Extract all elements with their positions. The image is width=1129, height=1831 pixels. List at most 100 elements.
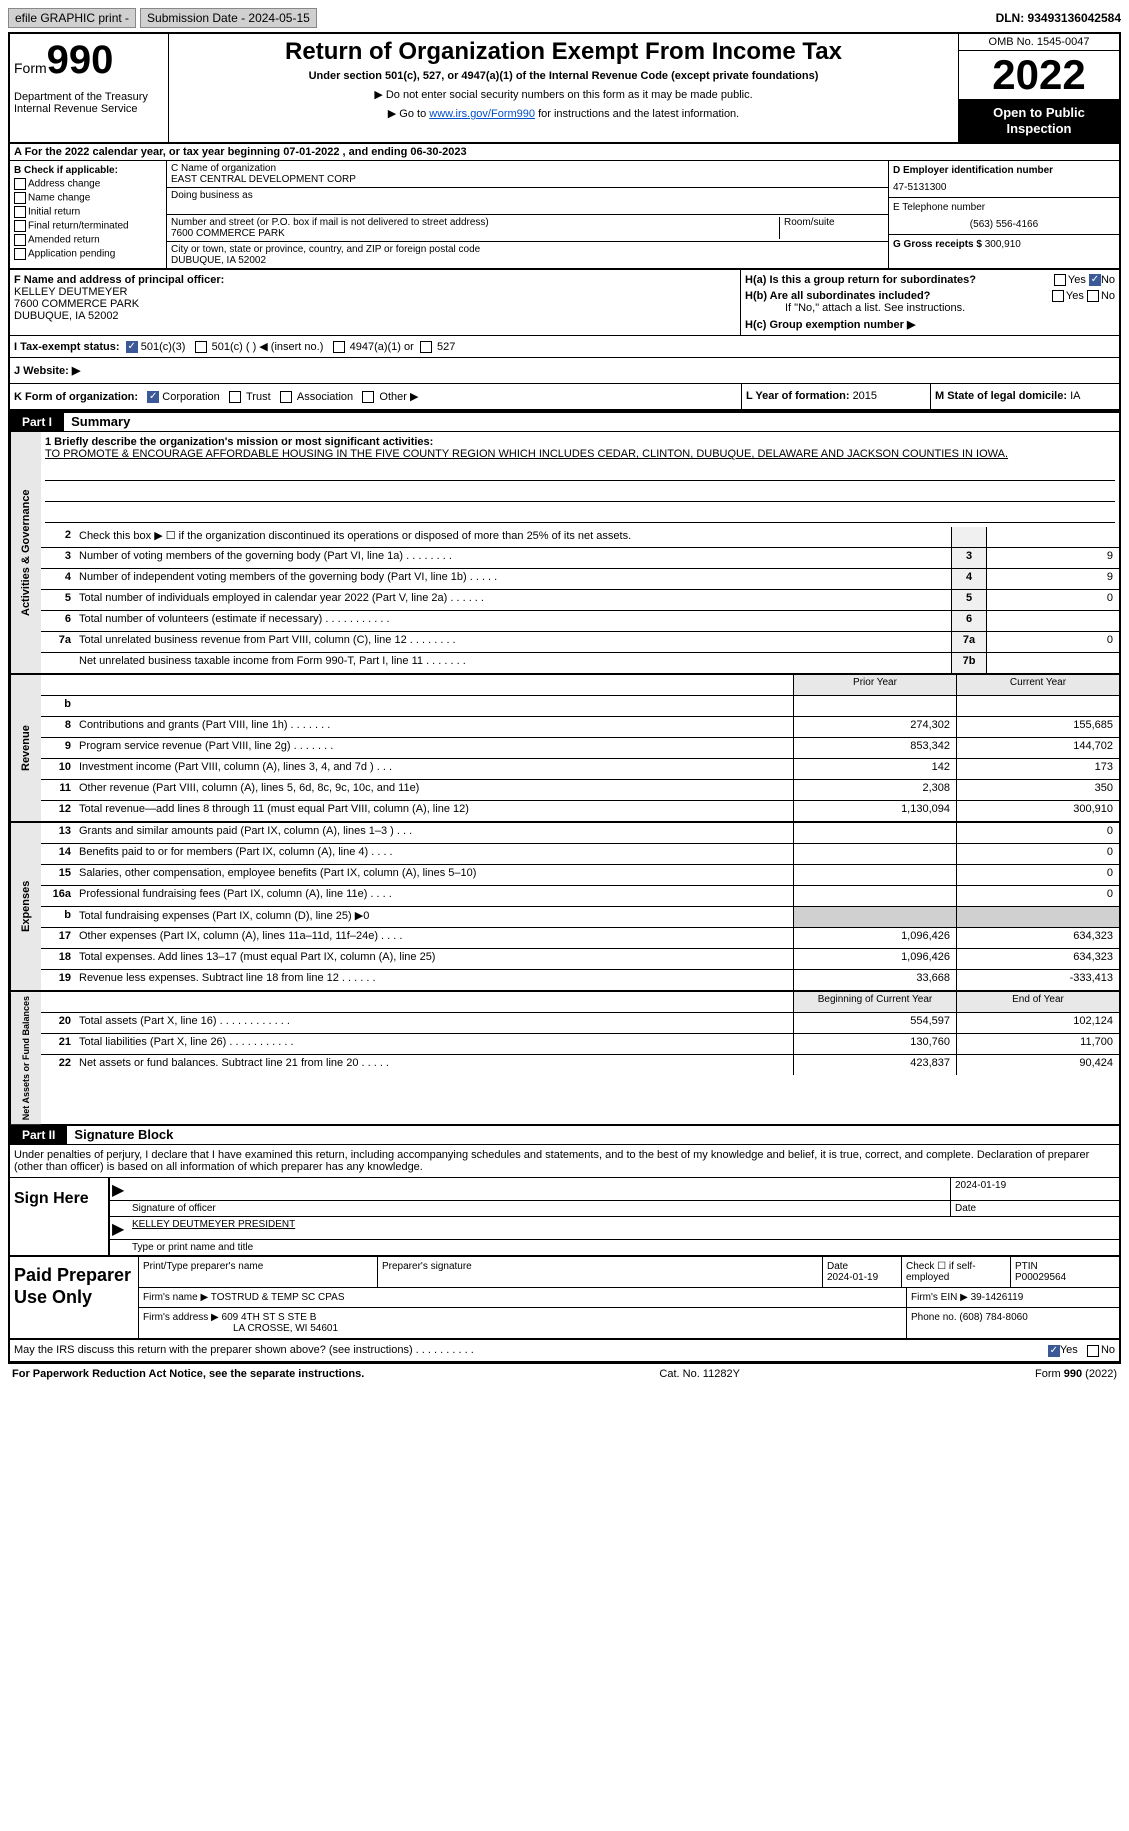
summary-row: Net unrelated business taxable income fr… [41,653,1119,673]
summary-row: 5Total number of individuals employed in… [41,590,1119,611]
prep-print-label: Print/Type preparer's name [139,1257,378,1287]
summary-row: 2Check this box ▶ ☐ if the organization … [41,527,1119,548]
net-assets-row: 21Total liabilities (Part X, line 26) . … [41,1034,1119,1055]
part1-header: Part I Summary [8,411,1121,432]
checkbox-hb-yes[interactable] [1052,290,1064,302]
dept-text: Department of the Treasury Internal Reve… [14,91,164,115]
vtab-expenses: Expenses [10,823,41,990]
ein-value: 47-5131300 [893,182,1115,193]
revenue-row: 11Other revenue (Part VIII, column (A), … [41,780,1119,801]
summary-row: 3Number of voting members of the governi… [41,548,1119,569]
revenue-row: 9Program service revenue (Part VIII, lin… [41,738,1119,759]
sign-arrow-icon: ▶ [110,1178,128,1200]
firm-ein: Firm's EIN ▶ 39-1426119 [907,1288,1119,1307]
checkbox-527[interactable] [420,341,432,353]
checkbox-501c3[interactable]: ✓ [126,341,138,353]
paid-preparer-label: Paid Preparer Use Only [10,1257,139,1338]
checkbox-other[interactable] [362,391,374,403]
form-note1: ▶ Do not enter social security numbers o… [177,88,950,101]
summary-row: 6Total number of volunteers (estimate if… [41,611,1119,632]
vtab-revenue: Revenue [10,675,41,821]
prep-ptin: PTINP00029564 [1011,1257,1119,1287]
tax-year: 2022 [959,51,1119,99]
checkbox-corp[interactable]: ✓ [147,391,159,403]
vtab-net-assets: Net Assets or Fund Balances [10,992,41,1124]
form-note2: ▶ Go to www.irs.gov/Form990 for instruct… [177,107,950,120]
discuss-row: May the IRS discuss this return with the… [8,1340,1121,1361]
checkbox-trust[interactable] [229,391,241,403]
org-address: 7600 COMMERCE PARK [171,228,779,239]
checkbox-assoc[interactable] [280,391,292,403]
checkbox-discuss-yes[interactable]: ✓ [1048,1345,1060,1357]
officer-name-title: KELLEY DEUTMEYER PRESIDENT [128,1217,1119,1239]
row-l-year: L Year of formation: 2015 [741,384,930,409]
summary-row: 7aTotal unrelated business revenue from … [41,632,1119,653]
form-number: 990 [47,38,114,82]
revenue-row: 10Investment income (Part VIII, column (… [41,759,1119,780]
prep-sig-label: Preparer's signature [378,1257,823,1287]
type-print-label: Type or print name and title [128,1240,1119,1255]
checkbox-name-change[interactable] [14,192,26,204]
row-m-state: M State of legal domicile: IA [930,384,1119,409]
footer: For Paperwork Reduction Act Notice, see … [8,1362,1121,1384]
revenue-row: 12Total revenue—add lines 8 through 11 (… [41,801,1119,821]
checkbox-hb-no[interactable] [1087,290,1099,302]
box-d-right: D Employer identification number 47-5131… [889,161,1119,268]
checkbox-app-pending[interactable] [14,248,26,260]
checkbox-discuss-no[interactable] [1087,1345,1099,1357]
checkbox-4947[interactable] [333,341,345,353]
box-c-org-info: C Name of organization EAST CENTRAL DEVE… [167,161,889,268]
sign-here-label: Sign Here [10,1178,110,1255]
prep-check-label: Check ☐ if self-employed [902,1257,1011,1287]
org-name: EAST CENTRAL DEVELOPMENT CORP [171,174,884,185]
row-f-officer: F Name and address of principal officer:… [10,270,741,335]
row-j-website: J Website: ▶ [8,358,1121,384]
checkbox-501c[interactable] [195,341,207,353]
mission-block: 1 Briefly describe the organization's mi… [41,432,1119,527]
signature-intro: Under penalties of perjury, I declare th… [8,1145,1121,1177]
officer-name: KELLEY DEUTMEYER [14,286,128,298]
box-b-checkboxes: B Check if applicable: Address change Na… [10,161,167,268]
dln-text: DLN: 93493136042584 [996,11,1121,25]
net-assets-row: 20Total assets (Part X, line 16) . . . .… [41,1013,1119,1034]
row-a-tax-year: A For the 2022 calendar year, or tax yea… [8,144,1121,161]
signature-officer-label: Signature of officer [128,1201,950,1216]
firm-phone: Phone no. (608) 784-8060 [907,1308,1119,1338]
checkbox-ha-no[interactable]: ✓ [1089,274,1101,286]
beginning-year-header: Beginning of Current Year [793,992,956,1012]
form-header: Form990 Department of the Treasury Inter… [8,32,1121,144]
omb-number: OMB No. 1545-0047 [959,34,1119,51]
gross-receipts: 300,910 [985,239,1021,250]
open-public-badge: Open to Public Inspection [959,99,1119,142]
expense-row: bTotal fundraising expenses (Part IX, co… [41,907,1119,928]
date-label: Date [950,1201,1119,1216]
expense-row: 13Grants and similar amounts paid (Part … [41,823,1119,844]
prep-date-label: Date2024-01-19 [823,1257,902,1287]
part2-header: Part II Signature Block [8,1126,1121,1145]
summary-row: 4Number of independent voting members of… [41,569,1119,590]
checkbox-address-change[interactable] [14,178,26,190]
irs-link[interactable]: www.irs.gov/Form990 [429,108,535,120]
top-bar: efile GRAPHIC print - Submission Date - … [8,8,1121,28]
revenue-row: b [41,696,1119,717]
sign-arrow2-icon: ▶ [110,1217,128,1239]
firm-name: Firm's name ▶ TOSTRUD & TEMP SC CPAS [139,1288,907,1307]
pra-notice: For Paperwork Reduction Act Notice, see … [12,1368,364,1380]
efile-print-button[interactable]: efile GRAPHIC print - [8,8,136,28]
row-i-tax-status: I Tax-exempt status: ✓ 501(c)(3) 501(c) … [8,336,1121,358]
org-city: DUBUQUE, IA 52002 [171,255,884,266]
cat-number: Cat. No. 11282Y [659,1368,740,1380]
checkbox-ha-yes[interactable] [1054,274,1066,286]
prior-year-header: Prior Year [793,675,956,695]
form-prefix: Form [14,60,47,76]
end-year-header: End of Year [956,992,1119,1012]
firm-address: Firm's address ▶ 609 4TH ST S STE B LA C… [139,1308,907,1338]
form-ref: Form 990 (2022) [1035,1368,1117,1380]
submission-date-button[interactable]: Submission Date - 2024-05-15 [140,8,317,28]
checkbox-amended[interactable] [14,234,26,246]
checkbox-initial-return[interactable] [14,206,26,218]
checkbox-final-return[interactable] [14,220,26,232]
expense-row: 19Revenue less expenses. Subtract line 1… [41,970,1119,990]
mission-text: TO PROMOTE & ENCOURAGE AFFORDABLE HOUSIN… [45,448,1115,460]
expense-row: 15Salaries, other compensation, employee… [41,865,1119,886]
